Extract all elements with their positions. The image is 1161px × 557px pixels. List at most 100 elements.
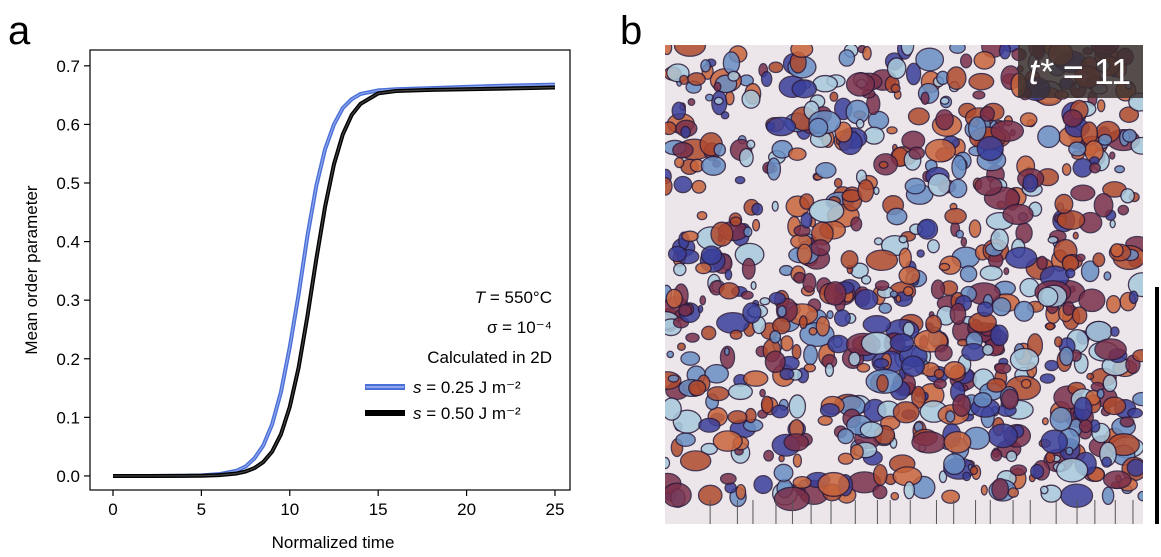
- domain-blob: [803, 344, 818, 366]
- domain-blob: [845, 72, 876, 97]
- domain-blob: [987, 423, 1019, 449]
- domain-blob: [815, 315, 830, 337]
- domain-blob: [696, 210, 708, 221]
- domain-blob: [979, 265, 1003, 281]
- domain-blob: [706, 386, 730, 402]
- y-tick-label: 0.0: [56, 467, 80, 486]
- domain-blob: [699, 295, 707, 306]
- x-tick-label: 15: [369, 500, 388, 519]
- panel-label: a: [8, 9, 31, 53]
- domain-blob: [886, 126, 898, 135]
- domain-blob: [1096, 388, 1105, 400]
- domain-blob: [943, 361, 966, 380]
- domain-blob: [665, 456, 671, 470]
- domain-blob: [968, 72, 995, 91]
- domain-blob: [973, 50, 996, 70]
- domain-blob: [1065, 446, 1074, 456]
- domain-blob: [675, 432, 696, 447]
- domain-blob: [759, 388, 766, 398]
- domain-blob: [943, 453, 966, 476]
- domain-blob: [764, 350, 786, 374]
- x-tick-label: 25: [546, 500, 565, 519]
- domain-blob: [1078, 419, 1093, 434]
- domain-blob: [938, 262, 951, 271]
- domain-blob: [898, 247, 912, 269]
- domain-blob: [1062, 301, 1075, 316]
- domain-blob: [719, 472, 737, 485]
- domain-blob: [890, 491, 900, 501]
- domain-blob: [1036, 255, 1048, 270]
- domain-blob: [713, 96, 724, 106]
- domain-blob: [665, 177, 673, 196]
- domain-blob: [935, 109, 954, 131]
- domain-blob: [1101, 456, 1113, 468]
- domain-blob: [788, 394, 807, 419]
- domain-blob: [850, 216, 863, 232]
- domain-blob: [1068, 141, 1087, 157]
- domain-blob: [768, 291, 786, 305]
- domain-blob: [751, 202, 764, 216]
- domain-blob: [1062, 109, 1083, 128]
- domain-blob: [848, 351, 861, 367]
- domain-blob: [1109, 151, 1116, 160]
- domain-blob: [878, 302, 893, 314]
- domain-blob: [860, 331, 893, 355]
- domain-blob: [700, 442, 719, 456]
- domain-blob: [1122, 128, 1138, 143]
- domain-blob: [1020, 378, 1032, 389]
- domain-blob: [886, 57, 907, 80]
- domain-blob: [1102, 374, 1118, 393]
- domain-blob: [1007, 487, 1020, 498]
- domain-blob: [944, 207, 967, 225]
- domain-blob: [680, 351, 701, 366]
- domain-blob: [680, 125, 691, 139]
- domain-blob: [1061, 163, 1072, 176]
- domain-blob: [712, 430, 743, 452]
- domain-blob: [740, 290, 754, 300]
- domain-blob: [798, 315, 808, 330]
- domain-blob: [771, 404, 789, 419]
- domain-blob: [1071, 306, 1088, 325]
- domain-blob: [808, 326, 818, 336]
- domain-blob: [903, 481, 916, 500]
- domain-blob: [900, 45, 915, 56]
- domain-blob: [698, 417, 721, 433]
- domain-blob: [810, 239, 831, 257]
- domain-blob: [850, 443, 864, 460]
- domain-blob: [734, 175, 746, 185]
- domain-blob: [895, 294, 902, 303]
- domain-blob: [783, 433, 810, 452]
- domain-blob: [695, 262, 712, 275]
- domain-blob: [772, 317, 791, 335]
- domain-blob: [1126, 458, 1143, 477]
- domain-blob: [990, 324, 1009, 347]
- domain-blob: [969, 465, 979, 476]
- x-axis-label: Normalized time: [272, 533, 395, 552]
- domain-blob: [765, 116, 797, 137]
- domain-blob: [753, 475, 773, 495]
- domain-blob: [938, 470, 948, 484]
- y-tick-label: 0.7: [56, 57, 80, 76]
- domain-blob: [962, 471, 972, 482]
- domain-blob: [945, 410, 956, 423]
- domain-blob: [930, 279, 946, 300]
- domain-blob: [666, 350, 675, 359]
- domain-blob: [1097, 133, 1113, 146]
- domain-blob: [704, 363, 729, 384]
- domain-blob: [994, 362, 1012, 375]
- domain-blob: [1049, 406, 1073, 432]
- domain-blob: [688, 379, 707, 397]
- domain-blob: [908, 146, 925, 160]
- domain-blob: [750, 281, 757, 291]
- domain-blob: [959, 53, 973, 69]
- domain-blob: [865, 249, 899, 272]
- domain-blob: [722, 51, 741, 75]
- domain-blob: [859, 421, 884, 439]
- domain-blob: [939, 96, 950, 105]
- domain-blob: [667, 245, 687, 263]
- domain-blob: [926, 239, 940, 254]
- y-tick-label: 0.1: [56, 408, 80, 427]
- time-annotation: t* = 11: [1029, 51, 1131, 92]
- domain-blob: [979, 105, 995, 122]
- domain-blob: [710, 221, 734, 247]
